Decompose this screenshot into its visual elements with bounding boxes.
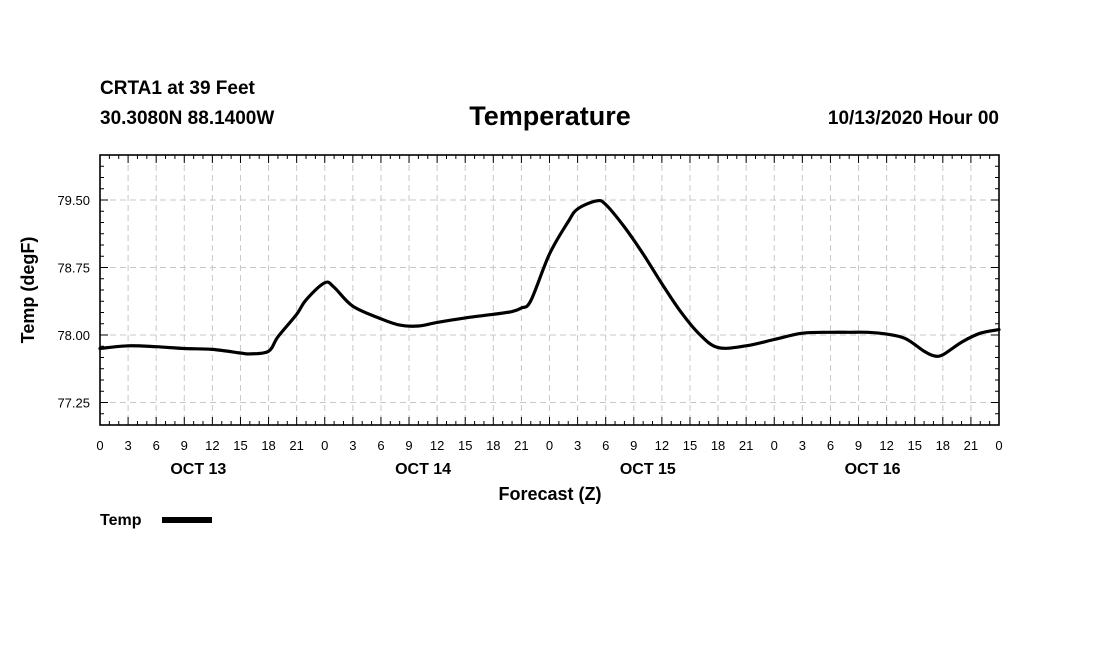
day-label: OCT 13 (170, 461, 226, 478)
x-tick-label: 12 (205, 438, 219, 453)
x-tick-labels: 0 3 6 9 12 15 18 21 0 3 6 9 12 15 18 21 0 3 6 9 12 15 18 21 0 3 6 9… (96, 438, 1002, 453)
x-tick-label: 0 (96, 438, 103, 453)
x-tick-label: 18 (936, 438, 950, 453)
y-tick-label: 77.25 (57, 396, 90, 411)
x-tick-label: 12 (430, 438, 444, 453)
x-tick-label: 3 (574, 438, 581, 453)
x-tick-label: 21 (964, 438, 978, 453)
y-axis-title: Temp (degF) (18, 237, 38, 344)
chart-title: Temperature (469, 101, 631, 131)
x-tick-label: 12 (655, 438, 669, 453)
x-tick-label: 6 (377, 438, 384, 453)
day-label: OCT 16 (845, 461, 901, 478)
x-tick-label: 9 (181, 438, 188, 453)
x-tick-label: 3 (799, 438, 806, 453)
x-tick-label: 6 (827, 438, 834, 453)
x-tick-label: 0 (321, 438, 328, 453)
day-labels: OCT 13 OCT 14 OCT 15 OCT 16 (170, 461, 900, 478)
x-tick-label: 9 (855, 438, 862, 453)
x-tick-label: 15 (683, 438, 697, 453)
x-tick-label: 18 (711, 438, 725, 453)
x-tick-label: 9 (405, 438, 412, 453)
x-tick-label: 15 (233, 438, 247, 453)
x-tick-label: 18 (261, 438, 275, 453)
series-group (98, 198, 1001, 358)
day-label: OCT 14 (395, 461, 451, 478)
x-axis-title: Forecast (Z) (498, 484, 601, 504)
grid-lines (100, 155, 999, 425)
plot-frame (99, 154, 1000, 426)
station-label: CRTA1 at 39 Feet (100, 78, 256, 99)
x-tick-label: 0 (771, 438, 778, 453)
y-tick-label: 78.00 (57, 328, 90, 343)
x-tick-label: 0 (995, 438, 1002, 453)
y-tick-label: 79.50 (57, 193, 90, 208)
x-tick-label: 15 (907, 438, 921, 453)
x-tick-label: 21 (514, 438, 528, 453)
x-tick-label: 12 (879, 438, 893, 453)
x-tick-label: 3 (349, 438, 356, 453)
y-tick-labels: 77.25 78.00 78.75 79.50 (57, 193, 90, 411)
y-tick-label: 78.75 (57, 261, 90, 276)
x-tick-label: 18 (486, 438, 500, 453)
x-tick-label: 21 (289, 438, 303, 453)
run-label: 10/13/2020 Hour 00 (828, 108, 999, 129)
x-tick-label: 9 (630, 438, 637, 453)
x-tick-label: 15 (458, 438, 472, 453)
x-tick-label: 6 (153, 438, 160, 453)
x-tick-label: 0 (546, 438, 553, 453)
day-label: OCT 15 (620, 461, 676, 478)
x-tick-label: 3 (124, 438, 131, 453)
legend-label: Temp (100, 512, 142, 529)
location-label: 30.3080N 88.1400W (100, 108, 274, 129)
x-tick-label: 21 (739, 438, 753, 453)
x-tick-label: 6 (602, 438, 609, 453)
series-line-temp (98, 198, 1001, 358)
